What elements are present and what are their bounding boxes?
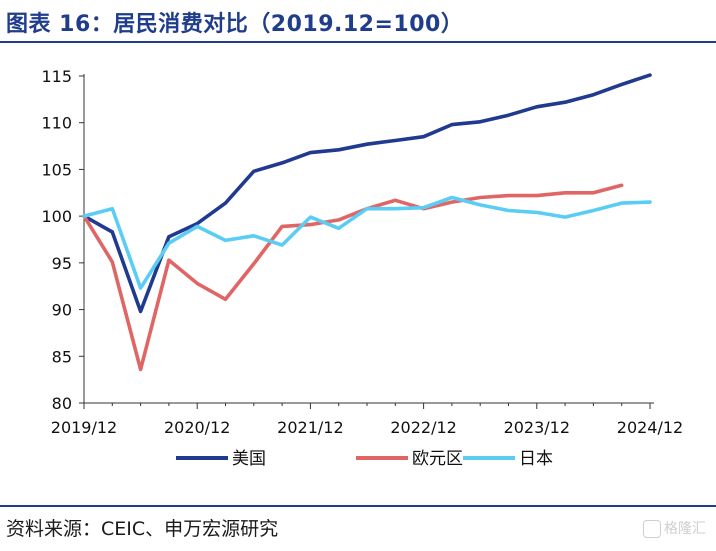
legend-label-1: 欧元区: [412, 449, 463, 469]
y-tick-label: 90: [52, 301, 72, 320]
source-divider: [0, 505, 716, 507]
legend-label-0: 美国: [232, 449, 266, 469]
series-line-0: [82, 73, 652, 314]
x-tick-label: 2021/12: [277, 418, 343, 437]
chart-title: 图表 16：居民消费对比（2019.12=100）: [6, 12, 464, 37]
y-tick-label: 85: [52, 347, 72, 366]
watermark: 格隆汇: [643, 518, 706, 538]
x-tick-label: 2023/12: [504, 418, 570, 437]
x-tick-label: 2019/12: [51, 418, 117, 437]
y-tick-label: 105: [41, 160, 72, 179]
x-tick-label: 2020/12: [164, 418, 230, 437]
y-tick-label: 115: [41, 67, 72, 86]
watermark-text: 格隆汇: [664, 521, 706, 537]
y-tick-label: 100: [41, 207, 72, 226]
title-divider: [0, 41, 716, 43]
y-tick-label: 95: [52, 254, 72, 273]
x-axis: 2019/12 2020/12 2021/12 2022/12 2023/12 2024/…: [51, 402, 683, 437]
y-tick-label: 110: [41, 114, 72, 133]
y-axis: 80 85 90 95 100 105 110 115: [41, 67, 85, 413]
x-tick-label: 2024/12: [617, 418, 683, 437]
legend: 美国 欧元区 日本: [176, 449, 553, 469]
source-note: 资料来源：CEIC、申万宏源研究: [6, 518, 279, 540]
line-chart: 80 85 90 95 100 105 110 115 2019/12 2020/12 2021/…: [41, 67, 683, 469]
x-tick-label: 2022/12: [390, 418, 456, 437]
series-lines: [82, 73, 652, 372]
watermark-logo-icon: [643, 520, 661, 538]
title-bar: 图表 16：居民消费对比（2019.12=100）: [0, 0, 716, 44]
legend-label-2: 日本: [519, 449, 553, 469]
series-line-2: [82, 195, 652, 290]
y-tick-label: 80: [52, 394, 72, 413]
series-line-1: [82, 183, 624, 372]
